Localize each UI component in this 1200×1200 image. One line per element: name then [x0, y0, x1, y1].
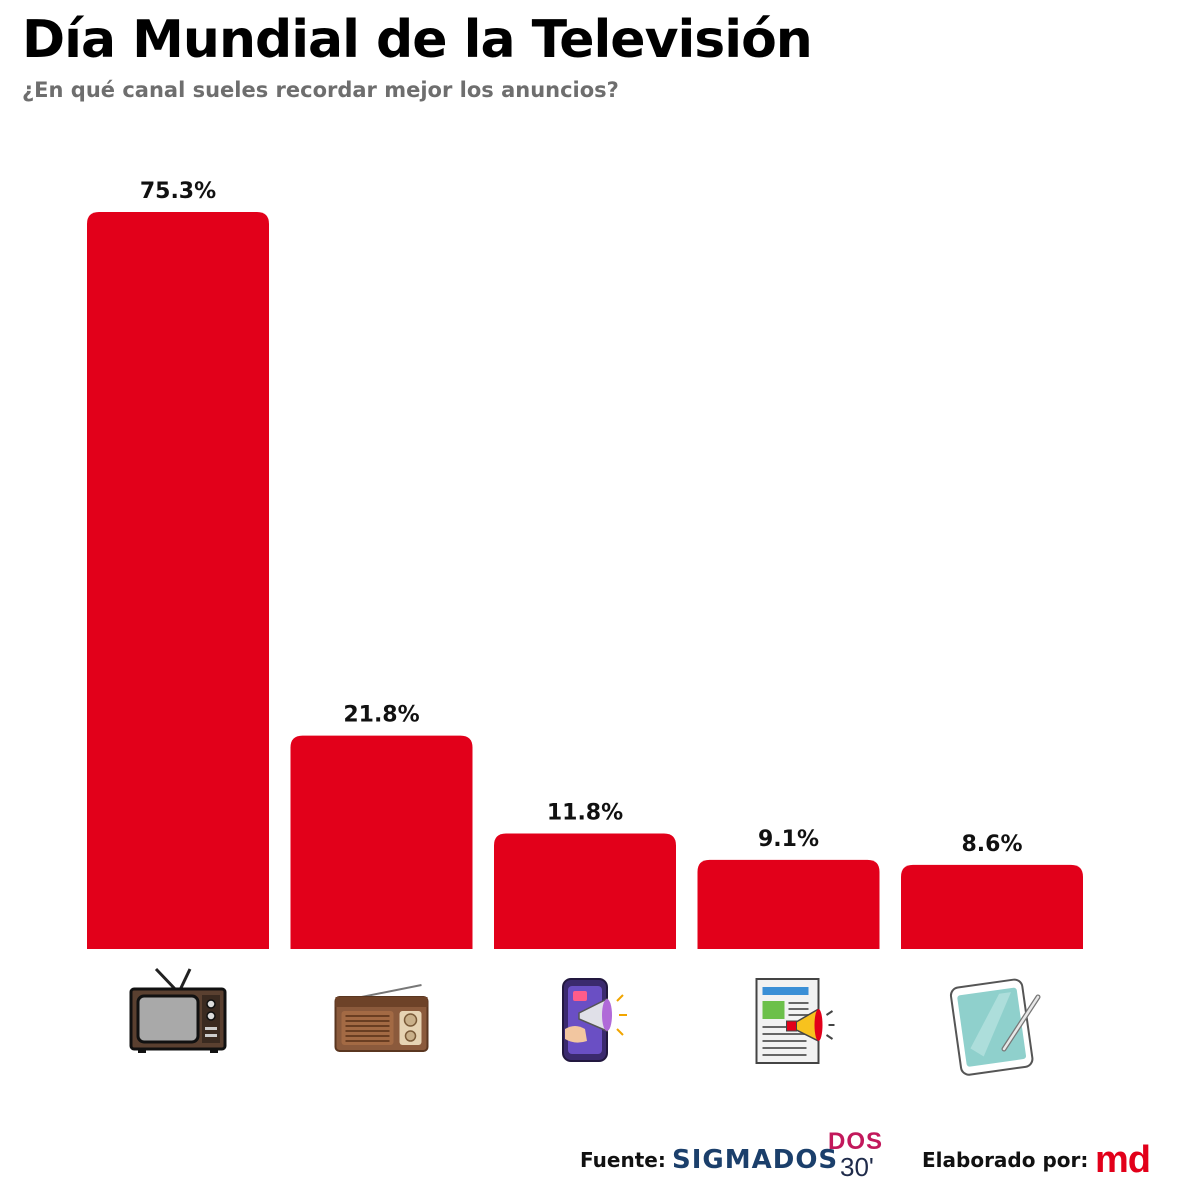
data-label-3: 11.8%: [547, 801, 623, 826]
made-by-label: Elaborado por:: [922, 1148, 1089, 1172]
data-label-1: 75.3%: [140, 179, 216, 204]
bar-4: [697, 859, 880, 949]
bar-chart: 75.3% 21.8% 11.8% 9.1% 8.6%: [87, 179, 1083, 1076]
chart-title: Día Mundial de la Televisión: [22, 10, 813, 70]
source-label: Fuente:: [580, 1148, 666, 1172]
dos30-logo: DOS 30': [828, 1128, 888, 1184]
data-label-2: 21.8%: [343, 703, 419, 728]
chart-subtitle: ¿En qué canal sueles recordar mejor los …: [22, 78, 619, 102]
sigmados-logo: SIGMADOS: [672, 1145, 839, 1175]
tv-icon: [129, 967, 227, 1053]
data-label-5: 8.6%: [961, 832, 1022, 857]
bar-2: [290, 735, 473, 949]
newspaper-ads-icon: [755, 978, 835, 1064]
data-label-4: 9.1%: [758, 827, 819, 852]
bar-5: [901, 864, 1083, 949]
radio-icon: [334, 984, 429, 1052]
dos30-logo-bottom: 30': [840, 1152, 874, 1182]
bar-1: [87, 212, 269, 949]
dos30-logo-top: DOS: [828, 1128, 884, 1155]
bar-3: [494, 833, 676, 949]
mobile-ads-icon: [562, 978, 627, 1062]
md-logo: md: [1095, 1138, 1151, 1181]
tablet-icon: [949, 978, 1041, 1076]
